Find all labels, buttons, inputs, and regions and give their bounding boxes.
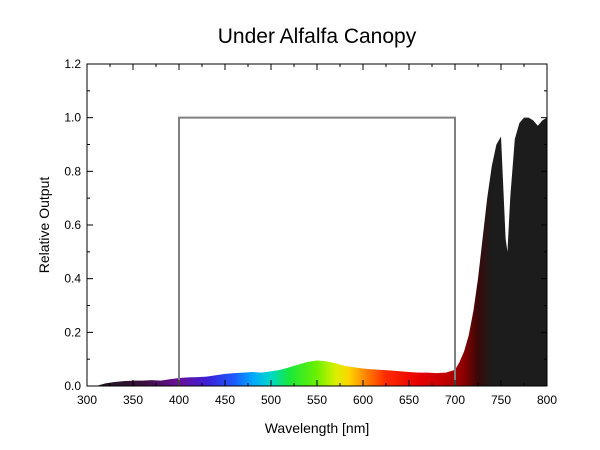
x-tick-label: 650	[399, 393, 419, 407]
y-tick-label: 0.4	[64, 272, 81, 286]
y-tick-label: 1.0	[64, 111, 81, 125]
chart-title: Under Alfalfa Canopy	[218, 25, 417, 48]
x-tick-label: 550	[307, 393, 327, 407]
x-tick-label: 300	[77, 393, 97, 407]
y-axis-label: Relative Output	[36, 177, 52, 274]
x-tick-label: 750	[491, 393, 511, 407]
spectrum-area-0	[87, 117, 547, 387]
y-tick-label: 1.2	[64, 57, 81, 71]
x-tick-label: 800	[537, 393, 557, 407]
y-tick-label: 0.8	[64, 164, 81, 178]
y-tick-label: 0.0	[64, 379, 81, 393]
x-axis-label: Wavelength [nm]	[265, 420, 370, 436]
x-tick-label: 350	[123, 393, 143, 407]
axes: 300 350 400 450 500 550 600 650 700 750 800 0.0 0.2 0…	[64, 57, 557, 407]
plot-area	[87, 116, 547, 387]
x-tick-label: 400	[169, 393, 189, 407]
par-box-outline	[178, 116, 456, 386]
x-tick-label: 450	[215, 393, 235, 407]
x-tick-label: 700	[445, 393, 465, 407]
x-tick-label: 600	[353, 393, 373, 407]
y-tick-label: 0.6	[64, 218, 81, 232]
y-tick-label: 0.2	[64, 325, 81, 339]
x-tick-label: 500	[261, 393, 281, 407]
